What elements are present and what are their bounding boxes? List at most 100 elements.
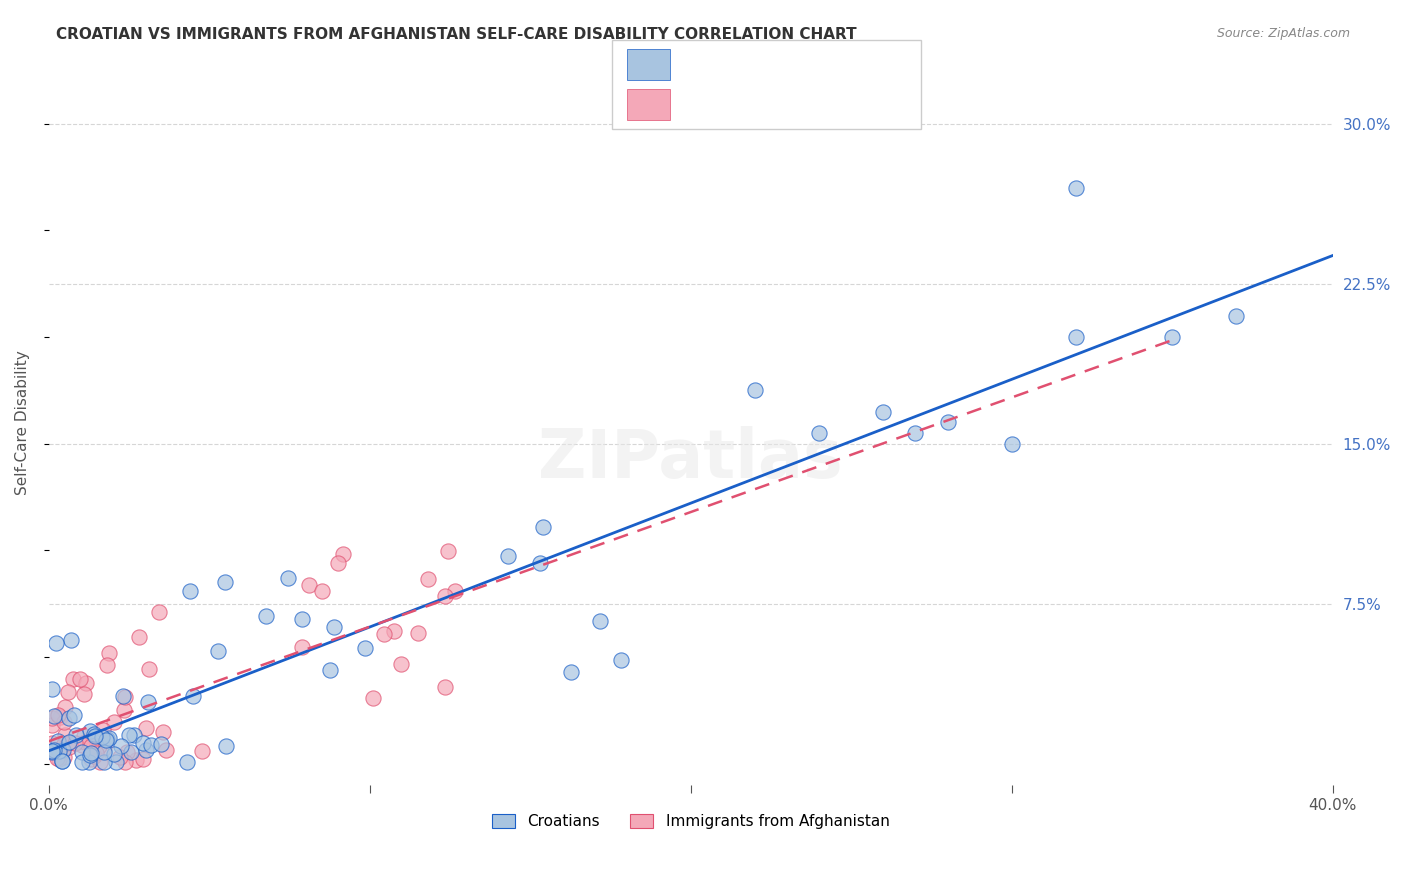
Point bbox=[44, 743, 66, 757]
Point bbox=[531, 520, 554, 534]
Text: Source: ZipAtlas.com: Source: ZipAtlas.com bbox=[1216, 27, 1350, 40]
Point bbox=[117, 728, 139, 742]
Text: ZIPatlas: ZIPatlas bbox=[538, 425, 844, 491]
Point bbox=[62, 708, 84, 723]
Point bbox=[45, 636, 67, 650]
Point bbox=[416, 572, 439, 586]
Point bbox=[132, 752, 155, 766]
Point bbox=[936, 415, 959, 429]
Point bbox=[872, 405, 894, 419]
Point bbox=[1001, 436, 1024, 450]
Point bbox=[434, 680, 457, 694]
Point bbox=[52, 742, 75, 756]
Point bbox=[77, 755, 100, 769]
Point bbox=[152, 725, 174, 739]
Point bbox=[41, 682, 63, 697]
Point bbox=[41, 744, 63, 758]
Point bbox=[62, 672, 84, 686]
Point bbox=[53, 728, 76, 742]
Point bbox=[124, 753, 146, 767]
Point bbox=[63, 735, 86, 749]
Point bbox=[44, 743, 66, 757]
Point bbox=[361, 691, 384, 706]
Point bbox=[73, 729, 96, 743]
Point bbox=[1225, 309, 1247, 323]
Text: 66: 66 bbox=[853, 97, 875, 112]
Point bbox=[75, 735, 97, 749]
Point bbox=[277, 571, 299, 585]
Point bbox=[291, 611, 314, 625]
Point bbox=[89, 739, 111, 753]
Point bbox=[560, 665, 582, 679]
Point bbox=[433, 589, 456, 603]
Point bbox=[53, 738, 76, 752]
Point bbox=[323, 620, 346, 634]
Point bbox=[103, 747, 125, 761]
Point bbox=[79, 747, 101, 762]
Point bbox=[83, 729, 105, 743]
Point bbox=[215, 739, 238, 753]
Point bbox=[181, 690, 204, 704]
Point bbox=[83, 727, 105, 741]
Point bbox=[53, 714, 76, 729]
Point bbox=[58, 736, 80, 750]
Point bbox=[89, 755, 111, 769]
Point bbox=[744, 384, 766, 398]
Point bbox=[112, 703, 135, 717]
Point bbox=[79, 739, 101, 753]
FancyBboxPatch shape bbox=[612, 40, 921, 129]
Point bbox=[41, 745, 63, 759]
FancyBboxPatch shape bbox=[627, 49, 671, 80]
Point bbox=[98, 731, 121, 745]
Point bbox=[103, 715, 125, 730]
Point bbox=[609, 653, 631, 667]
Point bbox=[114, 755, 136, 769]
Point bbox=[110, 739, 132, 754]
Point bbox=[353, 640, 375, 655]
Point bbox=[808, 425, 831, 440]
Point bbox=[529, 557, 551, 571]
Point bbox=[498, 549, 520, 563]
Point bbox=[93, 755, 115, 769]
Point bbox=[148, 605, 170, 619]
Text: 0.781: 0.781 bbox=[733, 57, 780, 71]
Point bbox=[93, 740, 115, 755]
Point bbox=[84, 746, 107, 760]
Point bbox=[80, 752, 103, 766]
Point bbox=[155, 743, 177, 757]
Y-axis label: Self-Care Disability: Self-Care Disability bbox=[15, 350, 30, 495]
Point bbox=[298, 578, 321, 592]
Point bbox=[96, 657, 118, 672]
Point bbox=[373, 627, 395, 641]
Point bbox=[406, 626, 429, 640]
Point bbox=[41, 711, 63, 725]
Point bbox=[136, 695, 159, 709]
Point bbox=[332, 548, 354, 562]
Point bbox=[214, 575, 236, 590]
Point bbox=[134, 743, 156, 757]
Point bbox=[51, 755, 73, 769]
Text: CROATIAN VS IMMIGRANTS FROM AFGHANISTAN SELF-CARE DISABILITY CORRELATION CHART: CROATIAN VS IMMIGRANTS FROM AFGHANISTAN … bbox=[56, 27, 856, 42]
Text: N =: N = bbox=[797, 57, 841, 71]
Point bbox=[75, 675, 97, 690]
Point bbox=[72, 745, 94, 759]
Point bbox=[69, 672, 91, 686]
Point bbox=[150, 737, 173, 751]
Point bbox=[53, 699, 76, 714]
Point bbox=[70, 755, 93, 769]
Point bbox=[41, 736, 63, 750]
Text: R =: R = bbox=[686, 97, 718, 112]
Point bbox=[207, 644, 229, 658]
Point bbox=[443, 583, 465, 598]
Point bbox=[59, 633, 82, 648]
Point bbox=[589, 614, 612, 628]
Point bbox=[52, 749, 75, 764]
Text: N =: N = bbox=[797, 97, 841, 112]
Point bbox=[96, 732, 118, 747]
Point bbox=[52, 741, 75, 756]
Point bbox=[58, 711, 80, 725]
Point bbox=[91, 723, 114, 738]
Point bbox=[94, 733, 117, 747]
Point bbox=[1161, 330, 1184, 344]
Point bbox=[254, 609, 277, 624]
